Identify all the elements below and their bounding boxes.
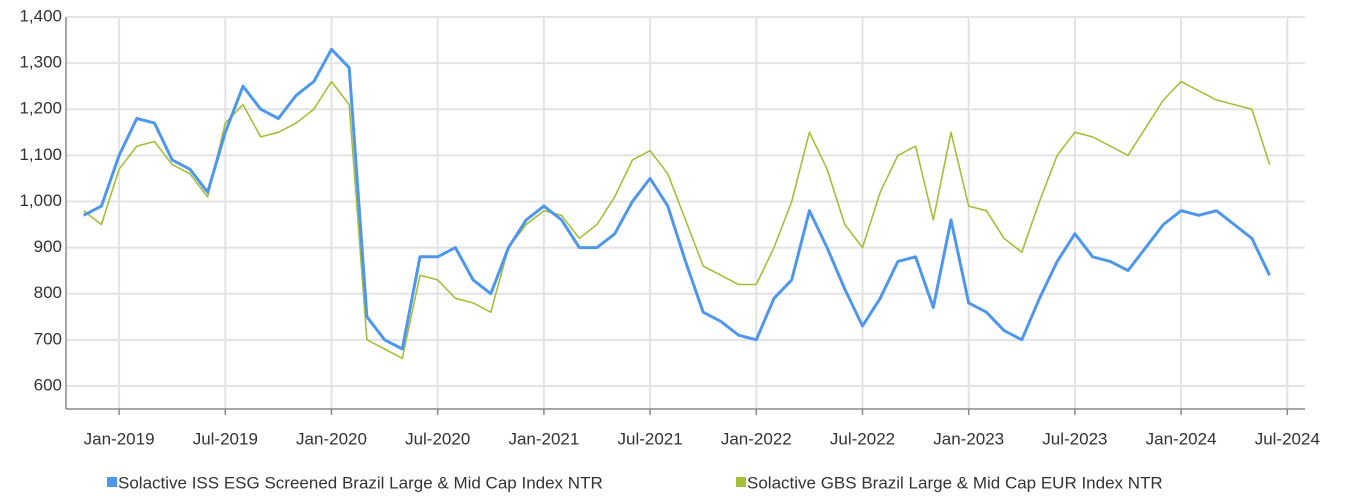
y-tick-label: 800	[34, 283, 62, 302]
y-tick-label: 1,000	[19, 191, 62, 210]
x-tick-label: Jan-2022	[721, 429, 792, 448]
x-tick-label: Jan-2020	[296, 429, 367, 448]
x-tick-label: Jan-2024	[1146, 429, 1217, 448]
legend-swatch	[107, 477, 117, 487]
y-tick-label: 900	[34, 237, 62, 256]
x-tick-label: Jul-2022	[830, 429, 895, 448]
x-tick-label: Jan-2021	[508, 429, 579, 448]
x-tick-label: Jan-2019	[84, 429, 155, 448]
x-tick-label: Jul-2023	[1042, 429, 1107, 448]
x-tick-label: Jul-2019	[193, 429, 258, 448]
series-line	[83, 47, 1271, 351]
x-tick-label: Jan-2023	[933, 429, 1004, 448]
x-tick-label: Jul-2024	[1255, 429, 1320, 448]
x-tick-label: Jul-2021	[617, 429, 682, 448]
legend-swatch	[736, 477, 746, 487]
y-tick-label: 1,200	[19, 99, 62, 118]
y-tick-label: 600	[34, 375, 62, 394]
y-tick-label: 1,400	[19, 6, 62, 25]
y-tick-label: 1,100	[19, 145, 62, 164]
legend-label: Solactive ISS ESG Screened Brazil Large …	[118, 473, 603, 492]
legend-label: Solactive GBS Brazil Large & Mid Cap EUR…	[747, 473, 1163, 492]
y-tick-label: 700	[34, 329, 62, 348]
y-tick-label: 1,300	[19, 53, 62, 72]
x-tick-label: Jul-2020	[405, 429, 470, 448]
series-line	[83, 80, 1271, 360]
